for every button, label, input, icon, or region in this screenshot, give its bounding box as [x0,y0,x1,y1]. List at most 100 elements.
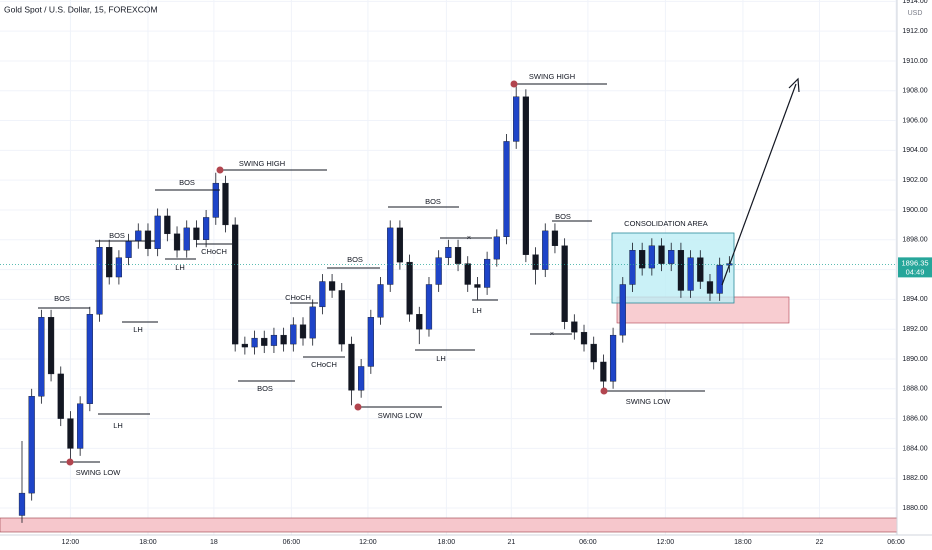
y-tick-label: 1900.00 [902,207,927,214]
candle-body [435,257,442,285]
candle-body [387,227,394,285]
candle-body [687,257,694,291]
x-tick-label: 12:00 [657,539,675,546]
annotation-label: BOS [179,178,195,187]
x-tick-label: 06:00 [283,539,301,546]
candle-body [454,247,462,264]
x-tick-label: 18:00 [438,539,456,546]
y-tick-label: 1880.00 [902,505,927,512]
candle-body [96,247,103,315]
annotation-label: LH [175,263,185,272]
candle-body [241,343,248,348]
candle-body [493,236,500,260]
candles [18,83,733,523]
candle-body [164,215,171,235]
y-tick-label: 1910.00 [902,58,927,65]
annotation-label: CONSOLIDATION AREA [624,219,708,228]
candle-body [648,245,655,269]
candle-body [513,96,520,142]
y-tick-label: 1904.00 [902,147,927,154]
y-tick-label: 1888.00 [902,386,927,393]
annotations: BOS LH LH BOS BOS LH CHoCH SWING HIGH BOS CHoCH CH… [38,72,708,477]
candle-body [115,257,123,278]
annotation-label: LH [472,306,482,315]
candle-body [561,245,568,322]
x-tick-label: 18:00 [139,539,157,546]
annotation-label: BOS [425,197,441,206]
candle-body [706,281,714,294]
candle-body [445,247,452,258]
candle-body [173,233,181,251]
candle-body [377,284,384,318]
candle-body [639,250,646,269]
candle-body [299,324,307,339]
x-tick-label: 12:00 [62,539,80,546]
candle-body [348,343,355,391]
annotation-label: LH [436,354,446,363]
candle-body [319,281,326,308]
annotation-label: SWING LOW [626,397,672,406]
y-tick-label: 1912.00 [902,28,927,35]
candle-body [338,290,345,345]
y-tick-label: 1894.00 [902,296,927,303]
candle-body [328,281,336,291]
candle-body [503,141,510,238]
y-tick-label: 1914.00 [902,0,927,5]
annotation-label: CHoCH [201,247,227,256]
annotation-label: BOS [555,212,571,221]
y-tick-label: 1902.00 [902,177,927,184]
y-tick-label: 1892.00 [902,326,927,333]
candle-body [396,227,404,263]
candle-body [580,331,588,345]
candle-body [28,396,35,494]
candle-body [77,403,84,449]
candle-body [106,247,113,278]
candle-body [677,250,685,291]
candle-body [716,264,723,294]
last-price-box [898,257,932,278]
annotation-label: BOS [109,231,125,240]
x-tick-label: 12:00 [359,539,377,546]
annotation-label: BOS [54,294,70,303]
candle-body [222,182,229,226]
candle-body [18,492,26,516]
demand-strip [0,517,898,533]
candle-body [551,230,559,246]
x-tick-label: 18:00 [734,539,752,546]
annotation-label: SWING LOW [378,411,424,420]
candle-body [522,96,529,255]
candle-body [425,284,433,330]
y-tick-label: 1884.00 [902,445,927,452]
last-price-label: 1896.35 [901,258,928,267]
x-tick-label: 18 [210,539,218,546]
candle-body [600,361,607,382]
candle-body [290,324,297,345]
annotation-label: BOS [257,384,273,393]
y-tick-label: 1908.00 [902,88,927,95]
x-tick-label: 06:00 [579,539,597,546]
candle-body [406,261,413,315]
candle-body [125,241,132,258]
candle-body [193,227,200,240]
y-tick-label: 1898.00 [902,237,927,244]
candle-body [144,230,152,249]
candle-body [697,257,704,282]
currency-label: USD [908,10,923,17]
swing-dot [600,387,608,395]
y-tick-label: 1906.00 [902,117,927,124]
annotation-label: LH [133,325,143,334]
annotation-label: CHoCH [285,293,311,302]
annotation-label: × [550,329,554,338]
y-tick-label: 1890.00 [902,356,927,363]
annotation-label: SWING LOW [76,468,122,477]
candle-body [212,182,219,218]
candle-body [464,263,471,285]
candle-body [590,343,597,363]
projection-arrow [721,83,797,286]
candle-body [542,230,549,270]
candle-body [629,250,636,285]
annotation-label: BOS [347,255,363,264]
swing-dot [216,166,224,174]
x-tick-label: 21 [507,539,515,546]
